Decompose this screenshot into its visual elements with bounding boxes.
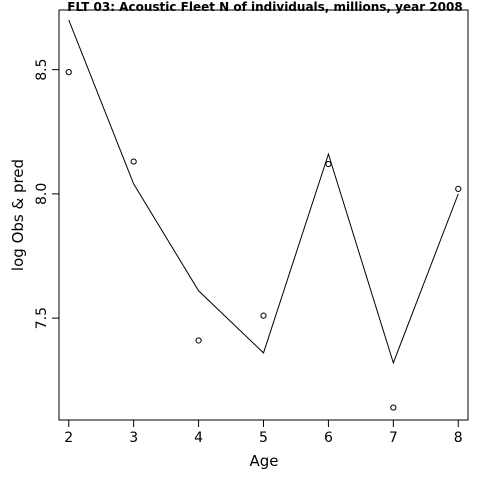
x-tick-label: 6: [324, 430, 333, 446]
y-tick-label: 8.0: [34, 183, 50, 205]
x-axis-label: Age: [249, 452, 278, 470]
x-tick-label: 2: [64, 430, 73, 446]
observed-point: [195, 337, 202, 344]
y-axis: 7.5 8.0 8.5: [34, 59, 59, 329]
y-tick-label: 7.5: [34, 307, 50, 329]
x-tick-label: 4: [194, 430, 203, 446]
y-tick-label: 8.5: [34, 59, 50, 81]
predicted-line: [68, 19, 459, 365]
y-axis-label: log Obs & pred: [9, 159, 27, 271]
series-layer: [65, 19, 462, 411]
observed-point: [260, 312, 267, 319]
observed-point: [65, 69, 72, 76]
x-tick-label: 3: [129, 430, 138, 446]
observed-point: [130, 158, 137, 165]
x-tick-label: 8: [454, 430, 463, 446]
x-axis: 2 3 4 5 6 7 8: [64, 420, 463, 446]
chart-title: FLT 03: Acoustic Fleet N of individuals,…: [67, 0, 462, 14]
x-tick-label: 7: [389, 430, 398, 446]
observed-point: [325, 160, 332, 168]
plot-frame: [58, 9, 469, 421]
x-tick-label: 5: [259, 430, 268, 446]
observed-point: [390, 404, 397, 411]
observed-point: [455, 185, 462, 193]
